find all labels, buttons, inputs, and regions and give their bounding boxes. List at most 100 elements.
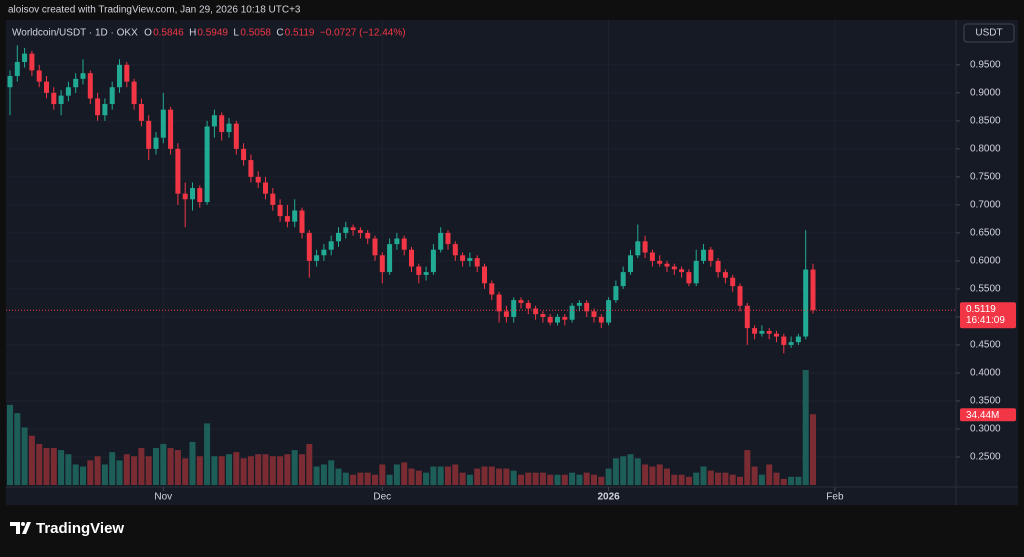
volume-bar: [204, 423, 211, 485]
candle-body: [795, 336, 801, 343]
candle-body: [241, 148, 247, 161]
volume-bar: [379, 464, 386, 485]
candle-body: [29, 53, 35, 71]
candle-body: [788, 342, 794, 345]
candle-body: [14, 62, 20, 77]
volume-bar: [700, 466, 707, 485]
candle-body: [190, 188, 195, 200]
volume-bar: [328, 460, 335, 485]
volume-bar: [488, 466, 495, 485]
candle-body: [547, 316, 553, 323]
candle-body: [65, 87, 71, 96]
candle-body: [138, 104, 144, 121]
candle-body: [671, 266, 677, 270]
volume-bar: [642, 464, 649, 485]
brand: TradingView: [36, 520, 124, 537]
candle-body: [336, 232, 341, 242]
volume-bar: [561, 474, 568, 485]
volume-bar: [605, 468, 612, 485]
candle-body: [168, 109, 174, 149]
volume-bar: [423, 472, 430, 485]
candle-body: [781, 336, 787, 345]
candle-body: [80, 73, 86, 79]
y-tick-label: 0.4000: [970, 368, 1001, 379]
volume-bar: [715, 472, 722, 485]
volume-bar: [189, 441, 196, 485]
volume-bar: [466, 474, 473, 485]
volume-bar: [598, 476, 605, 485]
volume-bar: [247, 456, 254, 485]
volume-bar: [7, 404, 13, 485]
volume-bar: [591, 474, 597, 485]
volume-bar: [167, 448, 174, 485]
candle-body: [540, 314, 546, 317]
volume-bar: [145, 456, 152, 485]
ohlc-value: 0.5119: [285, 28, 315, 39]
volume-bar: [671, 474, 678, 485]
candle-body: [36, 70, 42, 82]
volume-bar: [788, 476, 795, 485]
volume-bar: [277, 456, 284, 485]
ohlc-key: O: [144, 28, 152, 39]
candle-body: [102, 104, 108, 116]
candle-body: [233, 123, 239, 149]
volume-bar: [160, 443, 167, 485]
volume-bar: [693, 472, 700, 485]
candle-body: [95, 98, 101, 116]
candle-body: [357, 230, 363, 233]
volume-bar: [474, 468, 481, 485]
volume-bar: [532, 472, 539, 485]
volume-bar: [766, 464, 773, 485]
currency-button[interactable]: [963, 23, 1015, 43]
volume-bar: [174, 450, 181, 485]
volume-bar: [58, 450, 65, 485]
candle-body: [117, 64, 122, 88]
ohlc-change: −0.0727 (−12.44%): [320, 28, 406, 39]
volume-bar: [87, 460, 94, 485]
candle-body: [153, 137, 159, 149]
volume-bar: [415, 470, 422, 485]
candle-body: [401, 238, 407, 250]
volume-bar: [554, 474, 561, 485]
volume-bar: [50, 448, 57, 485]
volume-bar: [649, 466, 656, 485]
candle-body: [525, 302, 531, 309]
volume-bar: [14, 413, 21, 485]
candle-body: [365, 232, 371, 239]
candle-body: [474, 258, 480, 267]
candle-body: [518, 300, 524, 303]
y-tick-label: 0.5500: [970, 284, 1001, 295]
attribution: aloisov created with TradingView.com, Ja…: [8, 5, 301, 16]
chart-title: Worldcoin/USDT · 1D · OKX: [12, 28, 138, 39]
candle-body: [730, 277, 736, 287]
volume-bar: [123, 454, 130, 485]
y-tick-label: 0.8500: [970, 115, 1001, 126]
candle-body: [44, 81, 49, 93]
x-tick-label: Feb: [826, 492, 844, 503]
volume-bar: [810, 414, 816, 485]
candle-body: [219, 115, 225, 133]
volume-bar: [372, 474, 378, 485]
x-tick-label: Nov: [154, 492, 172, 503]
volume-bar: [678, 474, 685, 485]
volume-bar: [313, 466, 320, 485]
brand-icon: [10, 522, 31, 534]
candle-body: [496, 294, 502, 312]
volume-bar: [620, 456, 627, 485]
candle-body: [715, 260, 721, 273]
y-tick-label: 0.9500: [970, 59, 1001, 70]
volume-bar: [518, 474, 524, 485]
volume-bar: [350, 474, 357, 485]
volume-bar: [547, 474, 554, 485]
ohlc-key: C: [276, 28, 283, 39]
candle-body: [803, 269, 809, 337]
volume-bar: [437, 466, 444, 485]
volume-bar: [131, 456, 138, 485]
candle-body: [350, 227, 356, 231]
candle-body: [533, 308, 539, 315]
volume-bar: [729, 474, 736, 485]
last-price-label: 0.5119: [966, 304, 996, 315]
candle-body: [22, 53, 28, 63]
candle-body: [657, 260, 663, 264]
candle-body: [562, 316, 568, 320]
